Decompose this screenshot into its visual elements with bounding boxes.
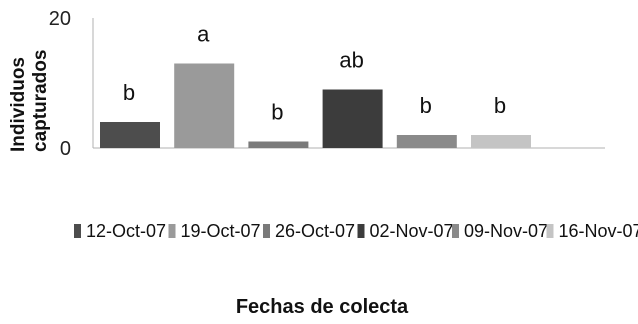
y-axis-label: Individuos capturados	[8, 50, 51, 152]
y-tick-label: 20	[49, 8, 71, 30]
significance-letter: a	[197, 22, 210, 47]
legend-swatch	[263, 224, 270, 238]
legend-swatch	[357, 224, 365, 238]
bar	[471, 135, 531, 148]
significance-letter: b	[494, 93, 506, 118]
bar	[322, 89, 383, 148]
legend-label: 16-Nov-07	[559, 221, 638, 241]
significance-letter: b	[123, 80, 135, 105]
legend-swatch	[168, 224, 176, 238]
y-tick-label: 0	[60, 138, 71, 160]
y-axis-label-line-1: Individuos	[8, 57, 29, 152]
legend-label: 12-Oct-07	[86, 221, 166, 241]
bar	[100, 122, 160, 148]
legend-swatch	[452, 224, 459, 238]
y-axis-label-line-2: capturados	[30, 50, 51, 152]
legend-label: 26-Oct-07	[275, 221, 355, 241]
bar	[248, 141, 309, 148]
legend-swatch	[546, 224, 554, 238]
bars	[100, 63, 531, 148]
legend-label: 02-Nov-07	[370, 221, 454, 241]
legend-label: 19-Oct-07	[181, 221, 261, 241]
significance-letter: ab	[339, 48, 363, 73]
legend-swatch	[74, 224, 81, 238]
legend: 12-Oct-07 19-Oct-07 26-Oct-07 02-Nov-07 09-N…	[74, 221, 638, 241]
legend-label: 09-Nov-07	[464, 221, 548, 241]
significance-letter: b	[271, 100, 283, 125]
bar	[396, 135, 457, 148]
significance-letter: b	[420, 93, 432, 118]
y-tick-labels: 0 20	[49, 8, 71, 160]
bar	[174, 63, 235, 148]
x-axis-label: Fechas de colecta	[236, 296, 409, 318]
